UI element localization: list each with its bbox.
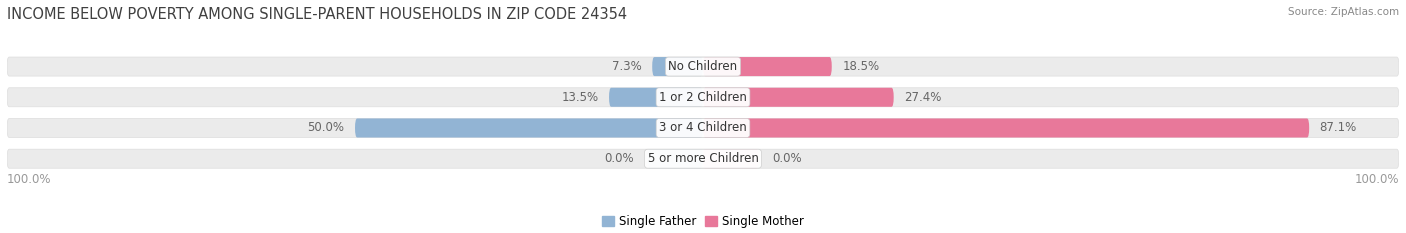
Text: 1 or 2 Children: 1 or 2 Children (659, 91, 747, 104)
FancyBboxPatch shape (7, 118, 1399, 137)
Text: 100.0%: 100.0% (7, 173, 52, 186)
Text: 18.5%: 18.5% (842, 60, 879, 73)
Text: 50.0%: 50.0% (308, 121, 344, 134)
Text: 0.0%: 0.0% (773, 152, 803, 165)
FancyBboxPatch shape (703, 118, 1309, 137)
FancyBboxPatch shape (7, 88, 1399, 107)
Text: 87.1%: 87.1% (1320, 121, 1357, 134)
Text: 100.0%: 100.0% (1354, 173, 1399, 186)
Text: 3 or 4 Children: 3 or 4 Children (659, 121, 747, 134)
Text: Source: ZipAtlas.com: Source: ZipAtlas.com (1288, 7, 1399, 17)
FancyBboxPatch shape (703, 149, 759, 168)
Text: 0.0%: 0.0% (603, 152, 633, 165)
Legend: Single Father, Single Mother: Single Father, Single Mother (598, 210, 808, 233)
Text: 13.5%: 13.5% (561, 91, 599, 104)
FancyBboxPatch shape (652, 57, 703, 76)
FancyBboxPatch shape (609, 88, 703, 107)
FancyBboxPatch shape (7, 57, 1399, 76)
FancyBboxPatch shape (703, 57, 832, 76)
Text: No Children: No Children (668, 60, 738, 73)
FancyBboxPatch shape (7, 149, 1399, 168)
FancyBboxPatch shape (354, 118, 703, 137)
Text: 27.4%: 27.4% (904, 91, 942, 104)
FancyBboxPatch shape (647, 149, 703, 168)
FancyBboxPatch shape (703, 88, 894, 107)
Text: 7.3%: 7.3% (612, 60, 641, 73)
Text: 5 or more Children: 5 or more Children (648, 152, 758, 165)
Text: INCOME BELOW POVERTY AMONG SINGLE-PARENT HOUSEHOLDS IN ZIP CODE 24354: INCOME BELOW POVERTY AMONG SINGLE-PARENT… (7, 7, 627, 22)
